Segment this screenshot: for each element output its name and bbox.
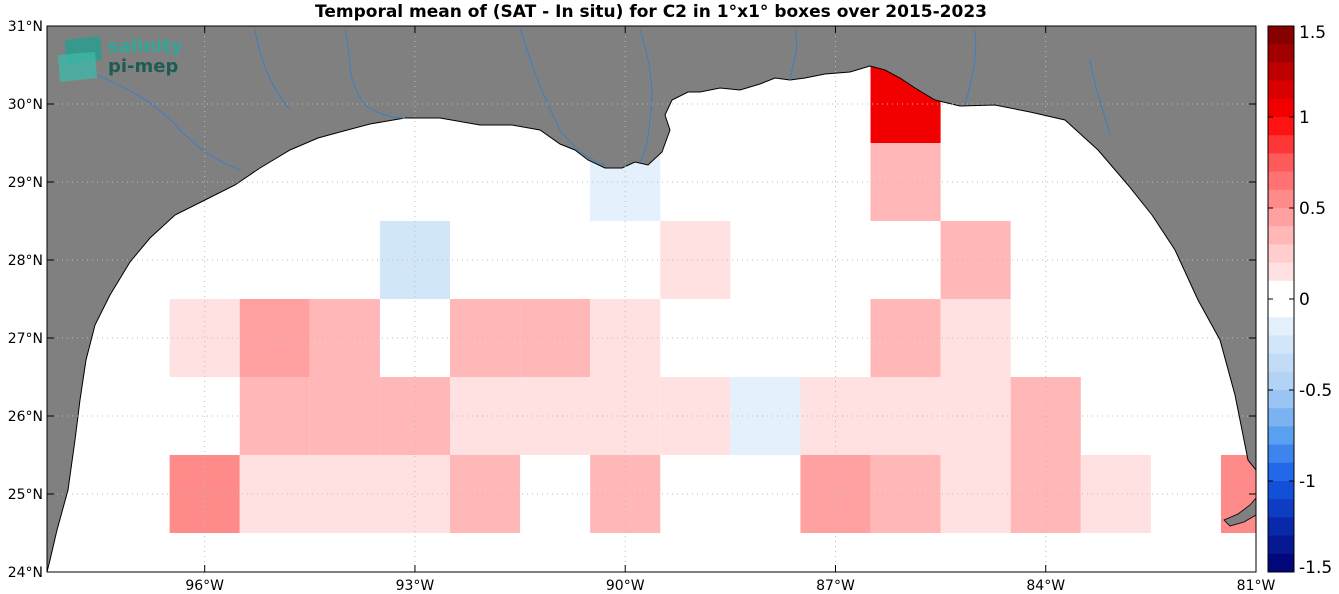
colorbar-segment xyxy=(1268,262,1294,282)
heatmap-cell xyxy=(730,377,801,455)
y-tick-label: 29°N xyxy=(8,175,43,191)
logo-line1: salinity xyxy=(108,36,183,57)
heatmap-cell xyxy=(450,455,521,533)
heatmap-cell xyxy=(309,455,380,533)
x-axis: 96°W 93°W 90°W 87°W 84°W 81°W xyxy=(185,26,1275,594)
heatmap-cell xyxy=(379,455,450,533)
land-layer xyxy=(47,26,1256,572)
colorbar-tick-label: 0 xyxy=(1299,290,1310,310)
colorbar-segment xyxy=(1268,499,1294,518)
colorbar-segment xyxy=(1268,44,1294,63)
colorbar-segment xyxy=(1268,481,1294,500)
rivers xyxy=(59,27,1111,171)
colorbar-segment xyxy=(1268,317,1294,336)
heatmap-cell xyxy=(309,299,380,377)
colorbar-segment xyxy=(1268,371,1294,391)
colorbar-segment xyxy=(1268,444,1294,464)
colorbar-segment xyxy=(1268,553,1294,573)
colorbar-segment xyxy=(1268,80,1294,100)
salinity-pi-mep-logo: salinity pi-mep xyxy=(58,36,183,82)
cells-layer xyxy=(169,65,1256,533)
colorbar-segment xyxy=(1268,117,1294,136)
chart-title: Temporal mean of (SAT - In situ) for C2 … xyxy=(315,2,987,22)
x-tick-label: 93°W xyxy=(396,578,435,594)
y-tick-label: 28°N xyxy=(8,253,43,269)
heatmap-cell xyxy=(520,299,591,377)
colorbar-segment xyxy=(1268,244,1294,264)
heatmap-cell xyxy=(870,299,941,377)
colorbar-tick-label: -0.5 xyxy=(1299,381,1332,401)
colorbar-segment xyxy=(1268,408,1294,427)
heatmap-cell xyxy=(660,221,731,299)
colorbar-segment xyxy=(1268,517,1294,537)
x-tick-label: 81°W xyxy=(1237,578,1276,594)
heatmap-cell xyxy=(870,455,941,533)
heatmap-cell xyxy=(450,299,521,377)
heatmap-cell xyxy=(940,377,1011,455)
y-tick-label: 25°N xyxy=(8,487,43,503)
heatmap-cell xyxy=(940,221,1011,299)
colorbar-segment xyxy=(1268,171,1294,191)
heatmap-cell xyxy=(169,455,240,533)
colorbar-segment xyxy=(1268,26,1294,45)
colorbar-segment xyxy=(1268,299,1294,318)
y-tick-label: 31°N xyxy=(8,19,43,35)
colorbar-segment xyxy=(1268,208,1294,227)
colorbar-segment xyxy=(1268,426,1294,446)
heatmap-cell xyxy=(309,377,380,455)
heatmap-cell xyxy=(940,299,1011,377)
heatmap-cell xyxy=(590,455,661,533)
y-tick-label: 30°N xyxy=(8,97,43,113)
heatmap-cell xyxy=(660,377,731,455)
x-tick-label: 90°W xyxy=(606,578,645,594)
heatmap-cell xyxy=(520,377,591,455)
colorbar-tick-label: -1.5 xyxy=(1299,558,1332,578)
logo-line2: pi-mep xyxy=(108,56,178,77)
colorbar-segment xyxy=(1268,535,1294,555)
colorbar-segment xyxy=(1268,135,1294,154)
colorbar-segment xyxy=(1268,153,1294,173)
heatmap-cell xyxy=(239,455,310,533)
y-tick-label: 27°N xyxy=(8,331,43,347)
x-tick-label: 84°W xyxy=(1026,578,1065,594)
y-tick-label: 26°N xyxy=(8,409,43,425)
x-tick-label: 87°W xyxy=(816,578,855,594)
colorbar xyxy=(1268,26,1294,573)
colorbar-segment xyxy=(1268,280,1294,300)
land-mass xyxy=(47,26,1256,572)
colorbar-tick-label: 1.5 xyxy=(1299,23,1326,43)
colorbar-segment xyxy=(1268,335,1294,355)
plot-frame xyxy=(46,25,1257,573)
heatmap-cell xyxy=(1080,455,1151,533)
heatmap-cell xyxy=(450,377,521,455)
heatmap-cell xyxy=(239,377,310,455)
heatmap-cell xyxy=(379,221,450,299)
colorbar-segment xyxy=(1268,390,1294,409)
colorbar-tick-label: -1 xyxy=(1299,472,1316,492)
heatmap-cell xyxy=(169,299,240,377)
keys-land xyxy=(1223,497,1256,527)
heatmap-cell xyxy=(870,143,941,221)
colorbar-tick-label: 1 xyxy=(1299,108,1310,128)
colorbar-segment xyxy=(1268,462,1294,482)
colorbar-segment xyxy=(1268,189,1294,209)
heatmap-cell xyxy=(239,299,310,377)
colorbar-segment xyxy=(1268,353,1294,373)
heatmap-cell xyxy=(870,377,941,455)
y-tick-label: 24°N xyxy=(8,565,43,581)
colorbar-segment xyxy=(1268,226,1294,245)
colorbar-segment xyxy=(1268,62,1294,82)
y-axis: 24°N 25°N 26°N 27°N 28°N 29°N 30°N 31°N xyxy=(8,19,1256,581)
heatmap-cell xyxy=(590,299,661,377)
colorbar-tick-label: 0.5 xyxy=(1299,199,1326,219)
heatmap-cell xyxy=(940,455,1011,533)
colorbar-ticks: 1.5 1 0.5 0 -0.5 -1 -1.5 xyxy=(1268,23,1332,578)
colorbar-segment xyxy=(1268,98,1294,118)
x-tick-label: 96°W xyxy=(185,578,224,594)
